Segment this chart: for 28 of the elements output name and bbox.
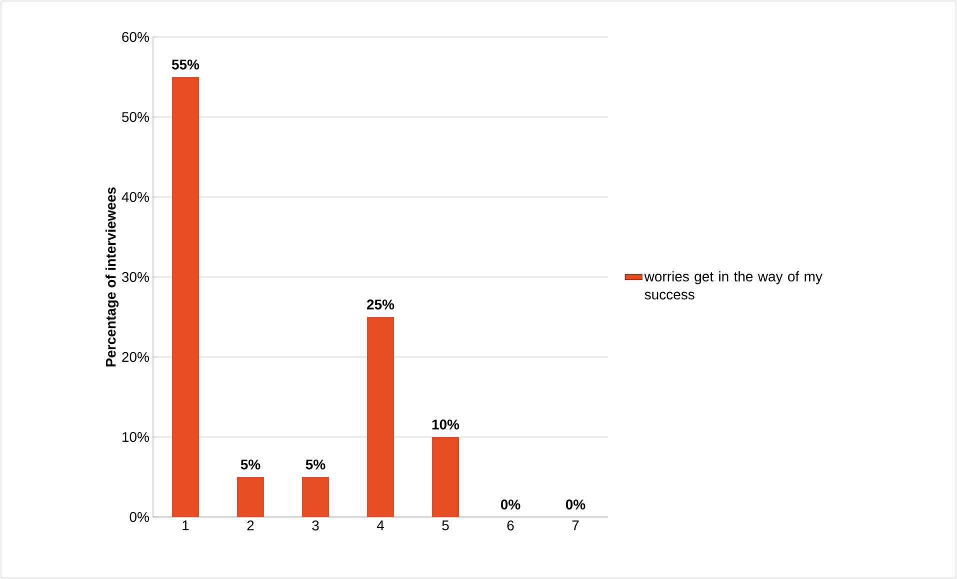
data-label: 5% bbox=[240, 460, 260, 470]
y-tick-label: 0% bbox=[130, 512, 149, 522]
x-tick-label: 7 bbox=[572, 520, 579, 530]
y-tick-label: 60% bbox=[122, 32, 149, 42]
y-axis-title: Percentage of interviewees bbox=[105, 187, 119, 366]
bar bbox=[302, 477, 330, 517]
y-tick-label: 10% bbox=[122, 432, 149, 442]
x-tick-label: 6 bbox=[507, 520, 514, 530]
x-tick-label: 4 bbox=[376, 520, 384, 530]
y-tick-label: 50% bbox=[122, 112, 149, 122]
y-tick-label: 30% bbox=[122, 272, 149, 282]
data-label: 55% bbox=[172, 60, 200, 70]
data-label: 0% bbox=[500, 500, 520, 510]
x-tick-label: 3 bbox=[312, 520, 319, 530]
data-label: 10% bbox=[432, 420, 460, 430]
y-tick-label: 40% bbox=[122, 192, 149, 202]
x-tick-label: 1 bbox=[182, 520, 189, 530]
legend-label: worries get in the way of my success bbox=[644, 271, 822, 300]
x-tick-label: 5 bbox=[442, 520, 449, 530]
y-tick-label: 20% bbox=[122, 352, 149, 362]
bar bbox=[237, 477, 264, 517]
bar bbox=[172, 77, 200, 517]
bar bbox=[432, 437, 460, 517]
data-label: 0% bbox=[566, 500, 586, 510]
data-label: 5% bbox=[306, 460, 326, 470]
bar bbox=[367, 317, 394, 517]
data-label: 25% bbox=[366, 300, 394, 310]
x-tick-label: 2 bbox=[247, 520, 254, 530]
